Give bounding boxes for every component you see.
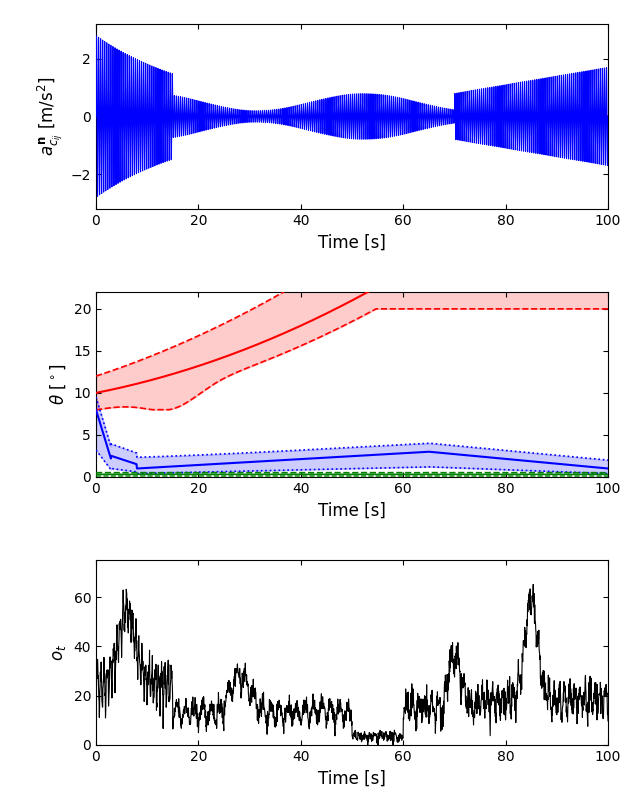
X-axis label: Time [s]: Time [s]	[318, 501, 386, 519]
Y-axis label: $o_t$: $o_t$	[50, 644, 68, 661]
X-axis label: Time [s]: Time [s]	[318, 233, 386, 252]
Y-axis label: $a^{\mathbf{n}}_{c_{ij}}$ [m/s$^2$]: $a^{\mathbf{n}}_{c_{ij}}$ [m/s$^2$]	[36, 77, 65, 156]
X-axis label: Time [s]: Time [s]	[318, 769, 386, 787]
Y-axis label: $\theta$ [$^\circ$]: $\theta$ [$^\circ$]	[49, 364, 68, 405]
